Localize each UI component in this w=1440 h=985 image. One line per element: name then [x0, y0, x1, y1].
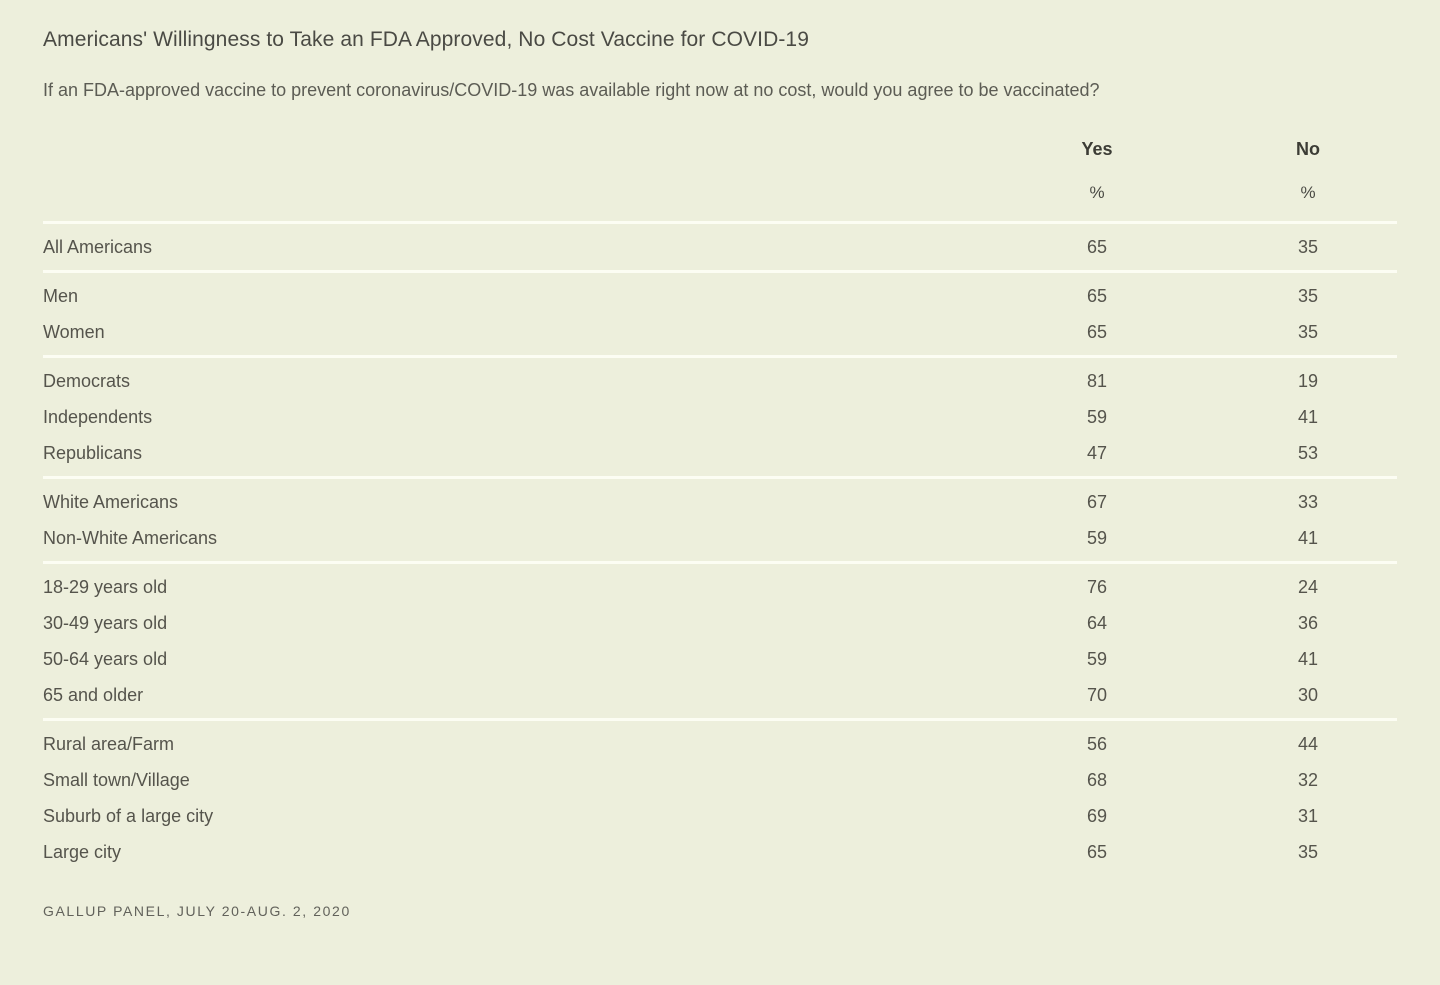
table-row: Republicans 47 53 [43, 435, 1397, 471]
no-value: 36 [1297, 613, 1319, 633]
table-row: Men 65 35 [43, 278, 1397, 314]
table-body: All Americans 65 35 Men 65 35 Women 65 35 Democra… [43, 221, 1397, 875]
row-group-all: All Americans 65 35 [43, 221, 1397, 270]
row-label: Rural area/Farm [43, 734, 175, 754]
row-label: Small town/Village [43, 770, 190, 790]
yes-value: 76 [1086, 577, 1108, 597]
no-value: 35 [1297, 237, 1319, 257]
table-row: Large city 65 35 [43, 834, 1397, 870]
unit-yes: % [1089, 183, 1105, 202]
no-value: 33 [1297, 492, 1319, 512]
row-label: All Americans [43, 237, 153, 257]
yes-value: 65 [1086, 286, 1108, 306]
row-group-race: White Americans 67 33 Non-White Americans 59… [43, 476, 1397, 561]
table-row: White Americans 67 33 [43, 484, 1397, 520]
table-row: Rural area/Farm 56 44 [43, 726, 1397, 762]
yes-value: 47 [1086, 443, 1108, 463]
table-row: 30-49 years old 64 36 [43, 605, 1397, 641]
table-row: 65 and older 70 30 [43, 677, 1397, 713]
row-label: 18-29 years old [43, 577, 168, 597]
row-label: Independents [43, 407, 153, 427]
table-row: Small town/Village 68 32 [43, 762, 1397, 798]
no-value: 53 [1297, 443, 1319, 463]
row-label: 50-64 years old [43, 649, 168, 669]
no-value: 31 [1297, 806, 1319, 826]
yes-value: 70 [1086, 685, 1108, 705]
yes-value: 65 [1086, 322, 1108, 342]
yes-value: 81 [1086, 371, 1108, 391]
yes-value: 69 [1086, 806, 1108, 826]
yes-value: 59 [1086, 407, 1108, 427]
row-label: White Americans [43, 492, 179, 512]
row-group-gender: Men 65 35 Women 65 35 [43, 270, 1397, 355]
yes-value: 64 [1086, 613, 1108, 633]
table-row: All Americans 65 35 [43, 229, 1397, 265]
no-value: 30 [1297, 685, 1319, 705]
no-value: 35 [1297, 322, 1319, 342]
no-value: 35 [1297, 842, 1319, 862]
no-value: 41 [1297, 528, 1319, 548]
row-label: Women [43, 322, 105, 342]
yes-value: 65 [1086, 237, 1108, 257]
row-label: Republicans [43, 443, 143, 463]
row-label: 65 and older [43, 685, 144, 705]
yes-value: 59 [1086, 528, 1108, 548]
no-value: 19 [1297, 371, 1319, 391]
table-row: 18-29 years old 76 24 [43, 569, 1397, 605]
no-value: 32 [1297, 770, 1319, 790]
table-row: Women 65 35 [43, 314, 1397, 350]
source-note: GALLUP PANEL, JULY 20-AUG. 2, 2020 [43, 903, 351, 919]
no-value: 35 [1297, 286, 1319, 306]
data-table: Yes No % % All Americans 65 35 Men 65 35 Women… [43, 134, 1397, 875]
table-row: Non-White Americans 59 41 [43, 520, 1397, 556]
unit-row: % % [43, 178, 1397, 208]
row-label: Democrats [43, 371, 131, 391]
yes-value: 67 [1086, 492, 1108, 512]
table-row: Independents 59 41 [43, 399, 1397, 435]
yes-value: 68 [1086, 770, 1108, 790]
row-group-party: Democrats 81 19 Independents 59 41 Republicans… [43, 355, 1397, 476]
row-label: Large city [43, 842, 122, 862]
table-row: Suburb of a large city 69 31 [43, 798, 1397, 834]
yes-value: 56 [1086, 734, 1108, 754]
no-value: 41 [1297, 407, 1319, 427]
page-title: Americans' Willingness to Take an FDA Ap… [43, 28, 809, 51]
column-header-no: No [1296, 138, 1320, 159]
table-row: 50-64 years old 59 41 [43, 641, 1397, 677]
row-label: 30-49 years old [43, 613, 168, 633]
yes-value: 59 [1086, 649, 1108, 669]
no-value: 41 [1297, 649, 1319, 669]
row-label: Non-White Americans [43, 528, 218, 548]
unit-no: % [1300, 183, 1316, 202]
row-label: Men [43, 286, 79, 306]
column-header-yes: Yes [1081, 138, 1113, 159]
table-row: Democrats 81 19 [43, 363, 1397, 399]
row-group-age: 18-29 years old 76 24 30-49 years old 64 36 50… [43, 561, 1397, 718]
no-value: 44 [1297, 734, 1319, 754]
row-group-community: Rural area/Farm 56 44 Small town/Village 68 3… [43, 718, 1397, 875]
column-header-row: Yes No [43, 134, 1397, 164]
row-label: Suburb of a large city [43, 806, 214, 826]
yes-value: 65 [1086, 842, 1108, 862]
no-value: 24 [1297, 577, 1319, 597]
survey-question: If an FDA-approved vaccine to prevent co… [43, 80, 1100, 100]
